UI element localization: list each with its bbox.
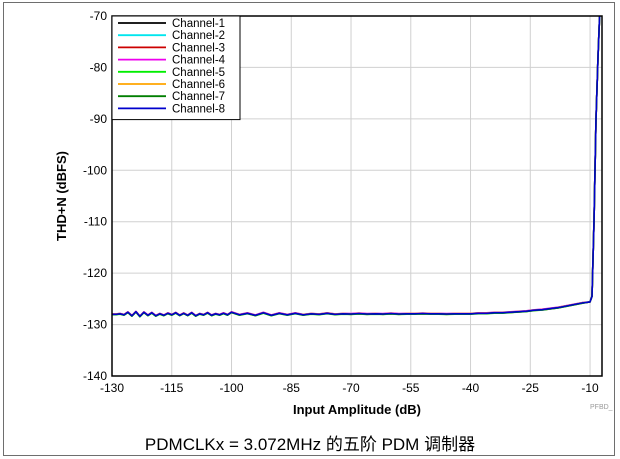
legend-label: Channel-6 xyxy=(172,79,225,91)
y-tick-label: -100 xyxy=(83,163,107,177)
y-tick-label: -120 xyxy=(83,266,107,280)
legend-label: Channel-5 xyxy=(172,67,225,79)
x-tick-label: -85 xyxy=(283,381,301,395)
y-tick-label: -70 xyxy=(90,9,108,23)
y-tick-labels: -70 -80 -90 -100 -110 -120 -130 -140 xyxy=(83,9,107,383)
legend-label: Channel-1 xyxy=(172,18,225,30)
plot-area-border xyxy=(111,15,603,377)
y-tick-label: -110 xyxy=(84,215,107,229)
y-tick-label: -90 xyxy=(90,112,108,126)
chart-caption: PDMCLKx = 3.072MHz 的五阶 PDM 调制器 xyxy=(144,435,476,454)
legend-box xyxy=(111,15,241,121)
x-tick-label: -115 xyxy=(160,381,183,395)
legend-label: Channel-3 xyxy=(172,42,225,54)
series-lines xyxy=(112,15,601,318)
x-axis-title: Input Amplitude (dB) xyxy=(293,402,421,417)
y-axis-title: THD+N (dBFS) xyxy=(54,151,69,241)
y-tick-label: -130 xyxy=(83,318,107,332)
thd-n-chart: -130 -115 -100 -85 -70 -55 -40 -25 -10 -70 -80 -90… xyxy=(54,9,603,417)
legend-label: Channel-8 xyxy=(172,103,225,115)
x-tick-label: -130 xyxy=(100,381,124,395)
legend-label: Channel-7 xyxy=(172,91,225,103)
legend-label: Channel-2 xyxy=(172,30,225,42)
x-tick-label: -25 xyxy=(522,381,540,395)
legend: Channel-1Channel-2Channel-3Channel-4Chan… xyxy=(111,15,241,121)
x-tick-label: -70 xyxy=(342,381,360,395)
chart-frame xyxy=(3,2,615,456)
x-tick-label: -100 xyxy=(219,381,243,395)
legend-label: Channel-4 xyxy=(172,55,226,67)
x-tick-label: -55 xyxy=(402,381,420,395)
x-tick-label: -10 xyxy=(581,381,599,395)
y-tick-label: -80 xyxy=(90,60,108,74)
series-line-channel-8 xyxy=(112,15,601,318)
x-tick-label: -40 xyxy=(462,381,480,395)
x-tick-labels: -130 -115 -100 -85 -70 -55 -40 -25 -10 xyxy=(100,381,599,395)
figure-id: PFBD_ xyxy=(590,404,613,411)
y-tick-label: -140 xyxy=(83,369,107,383)
